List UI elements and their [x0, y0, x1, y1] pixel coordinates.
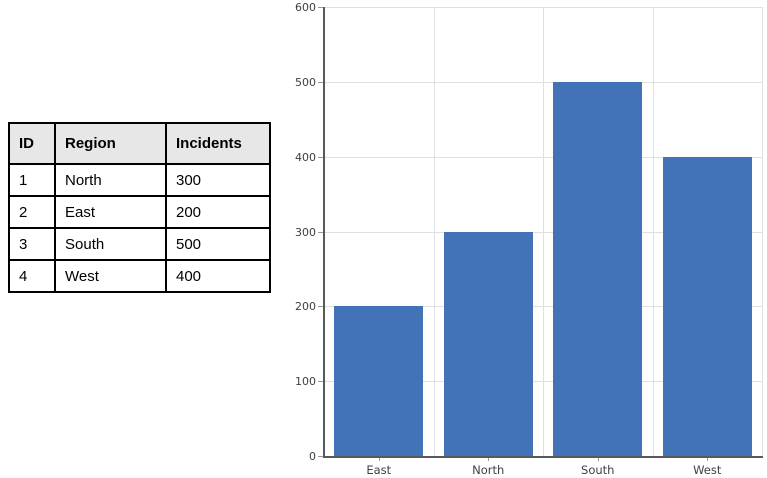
x-axis-tick — [488, 456, 490, 461]
x-axis-label: South — [581, 463, 615, 477]
y-axis-label: 500 — [295, 75, 316, 89]
y-axis-label: 300 — [295, 225, 316, 239]
table-header-row: ID Region Incidents — [8, 122, 271, 165]
cell-incidents: 500 — [165, 227, 271, 261]
gridline-vertical — [762, 7, 763, 456]
table-row: 2 East 200 — [8, 195, 271, 229]
y-axis-line — [323, 7, 325, 457]
gridline-vertical — [543, 7, 544, 456]
cell-region: South — [54, 227, 167, 261]
y-axis-tick — [318, 231, 324, 233]
cell-incidents: 300 — [165, 163, 271, 197]
x-axis-tick — [378, 456, 380, 461]
x-axis-label: North — [472, 463, 505, 477]
cell-region: West — [54, 259, 167, 293]
bar-north — [443, 231, 533, 456]
cell-incidents: 200 — [165, 195, 271, 229]
col-header-incidents: Incidents — [165, 122, 271, 165]
cell-region: North — [54, 163, 167, 197]
col-header-id: ID — [8, 122, 56, 165]
bar-west — [662, 156, 752, 456]
y-axis-tick — [318, 156, 324, 158]
x-axis-tick — [707, 456, 709, 461]
gridline-vertical — [652, 7, 654, 456]
y-axis-label: 600 — [295, 1, 316, 14]
incidents-table: ID Region Incidents 1 North 300 2 East 2… — [8, 122, 271, 293]
y-axis-tick — [318, 306, 324, 308]
y-axis-label: 400 — [295, 150, 316, 164]
y-axis-tick — [318, 7, 324, 8]
cell-incidents: 400 — [165, 259, 271, 293]
cell-id: 3 — [8, 227, 56, 261]
table-row: 1 North 300 — [8, 163, 271, 197]
y-axis-label: 100 — [295, 375, 316, 389]
x-axis-tick — [597, 456, 599, 461]
bar-east — [334, 306, 424, 456]
table-row: 3 South 500 — [8, 227, 271, 261]
col-header-region: Region — [54, 122, 167, 165]
cell-region: East — [54, 195, 167, 229]
x-axis-label: East — [366, 463, 392, 477]
cell-id: 1 — [8, 163, 56, 197]
y-axis-tick — [318, 381, 324, 383]
y-axis-label: 200 — [295, 300, 316, 314]
x-axis-label: West — [693, 463, 722, 477]
gridline-vertical — [433, 7, 435, 456]
bar-south — [553, 81, 643, 456]
table-row: 4 West 400 — [8, 259, 271, 293]
x-axis-line — [323, 456, 763, 458]
cell-id: 4 — [8, 259, 56, 293]
y-axis-tick — [318, 456, 324, 457]
cell-id: 2 — [8, 195, 56, 229]
y-axis-label: 0 — [309, 450, 316, 463]
y-axis-tick — [318, 81, 324, 83]
